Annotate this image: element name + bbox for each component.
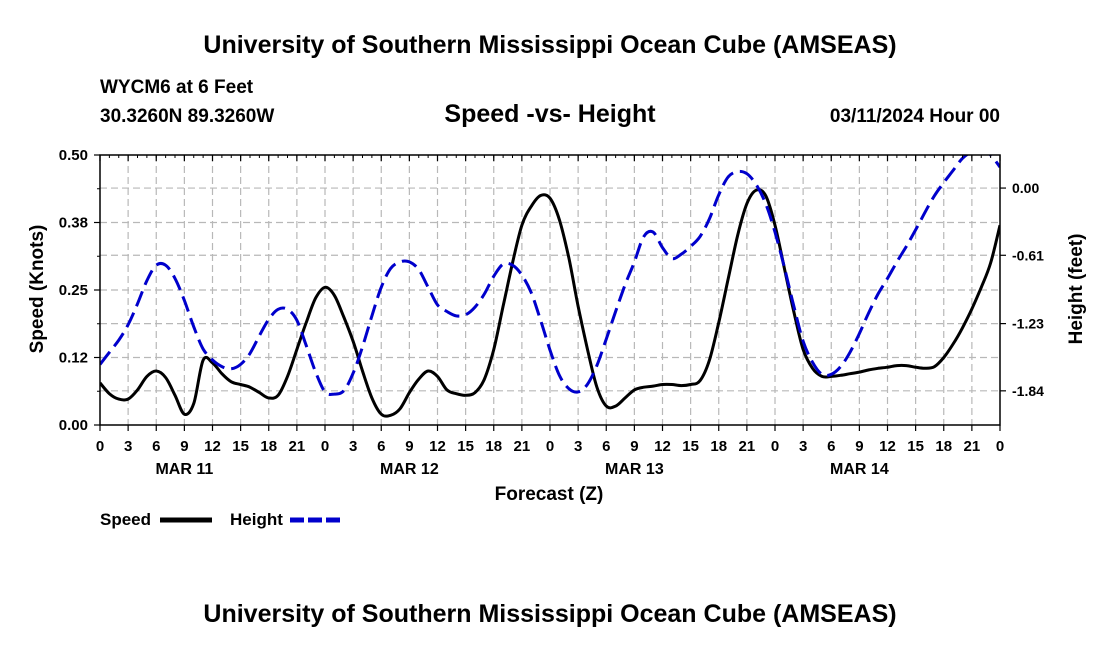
y-tick-label: 0.25: [59, 282, 88, 299]
x-tick-label: 3: [574, 438, 582, 455]
x-tick-label: 15: [232, 438, 249, 455]
footer-title: University of Southern Mississippi Ocean…: [203, 600, 897, 628]
legend-speed-label: Speed: [100, 510, 151, 529]
forecast-datetime: 03/11/2024 Hour 00: [829, 106, 1000, 127]
y2-tick-label: 0.00: [1012, 180, 1039, 196]
page-title: University of Southern Mississippi Ocean…: [203, 31, 897, 59]
chart-title: Speed -vs- Height: [444, 100, 656, 128]
x-tick-label: 9: [405, 438, 413, 455]
x-tick-label: 18: [485, 438, 502, 455]
x-tick-label: 15: [907, 438, 924, 455]
legend-height-label: Height: [230, 510, 283, 529]
x-tick-label: 0: [546, 438, 554, 455]
y2-tick-label: -1.84: [1012, 383, 1044, 399]
x-tick-label: 0: [96, 438, 104, 455]
x-tick-label: 15: [682, 438, 699, 455]
x-tick-label: 21: [289, 438, 306, 455]
x-tick-label: 12: [204, 438, 221, 455]
series-layer: [100, 155, 1000, 418]
axes: 0 3 6 9 12 15 18 21 0 3 6 9 12 15 18 21 0 3 6 9 12 15 18 21 0 3 6 9…: [59, 147, 1044, 478]
date-label: MAR 14: [830, 461, 889, 478]
y2-axis-label: Height (feet): [1066, 234, 1087, 345]
x-tick-label: 9: [180, 438, 188, 455]
x-tick-label: 18: [935, 438, 952, 455]
x-tick-label: 0: [321, 438, 329, 455]
date-label: MAR 12: [380, 461, 439, 478]
x-tick-label: 12: [429, 438, 446, 455]
legend: Speed Height: [100, 510, 342, 529]
x-tick-label: 12: [879, 438, 896, 455]
x-tick-label: 9: [630, 438, 638, 455]
y2-tick-label: -0.61: [1012, 247, 1044, 263]
x-tick-label: 6: [377, 438, 385, 455]
series-line-speed: [100, 188, 1000, 418]
grid: [100, 155, 1000, 425]
x-tick-label: 21: [514, 438, 531, 455]
x-tick-label: 3: [799, 438, 807, 455]
x-tick-label: 12: [654, 438, 671, 455]
x-tick-label: 0: [771, 438, 779, 455]
x-tick-label: 15: [457, 438, 474, 455]
x-tick-label: 21: [739, 438, 756, 455]
y-axis-label: Speed (Knots): [27, 225, 48, 354]
x-tick-label: 6: [602, 438, 610, 455]
station-label: WYCM6 at 6 Feet: [100, 77, 254, 98]
date-label: MAR 11: [155, 461, 213, 478]
y-tick-label: 0.38: [59, 215, 88, 232]
x-tick-label: 21: [964, 438, 981, 455]
x-tick-label: 6: [152, 438, 160, 455]
x-tick-label: 18: [710, 438, 727, 455]
coordinates-label: 30.3260N 89.3260W: [100, 106, 275, 127]
y-tick-label: 0.00: [59, 417, 88, 434]
x-axis-label: Forecast (Z): [495, 484, 604, 505]
x-tick-label: 3: [349, 438, 357, 455]
y-tick-label: 0.12: [59, 350, 88, 367]
y-tick-label: 0.50: [59, 147, 88, 164]
x-tick-label: 0: [996, 438, 1004, 455]
x-tick-label: 6: [827, 438, 835, 455]
date-label: MAR 13: [605, 461, 664, 478]
y2-tick-label: -1.23: [1012, 316, 1044, 332]
x-tick-label: 3: [124, 438, 132, 455]
x-tick-label: 9: [855, 438, 863, 455]
x-tick-label: 18: [260, 438, 277, 455]
series-line-height: [100, 155, 1000, 396]
